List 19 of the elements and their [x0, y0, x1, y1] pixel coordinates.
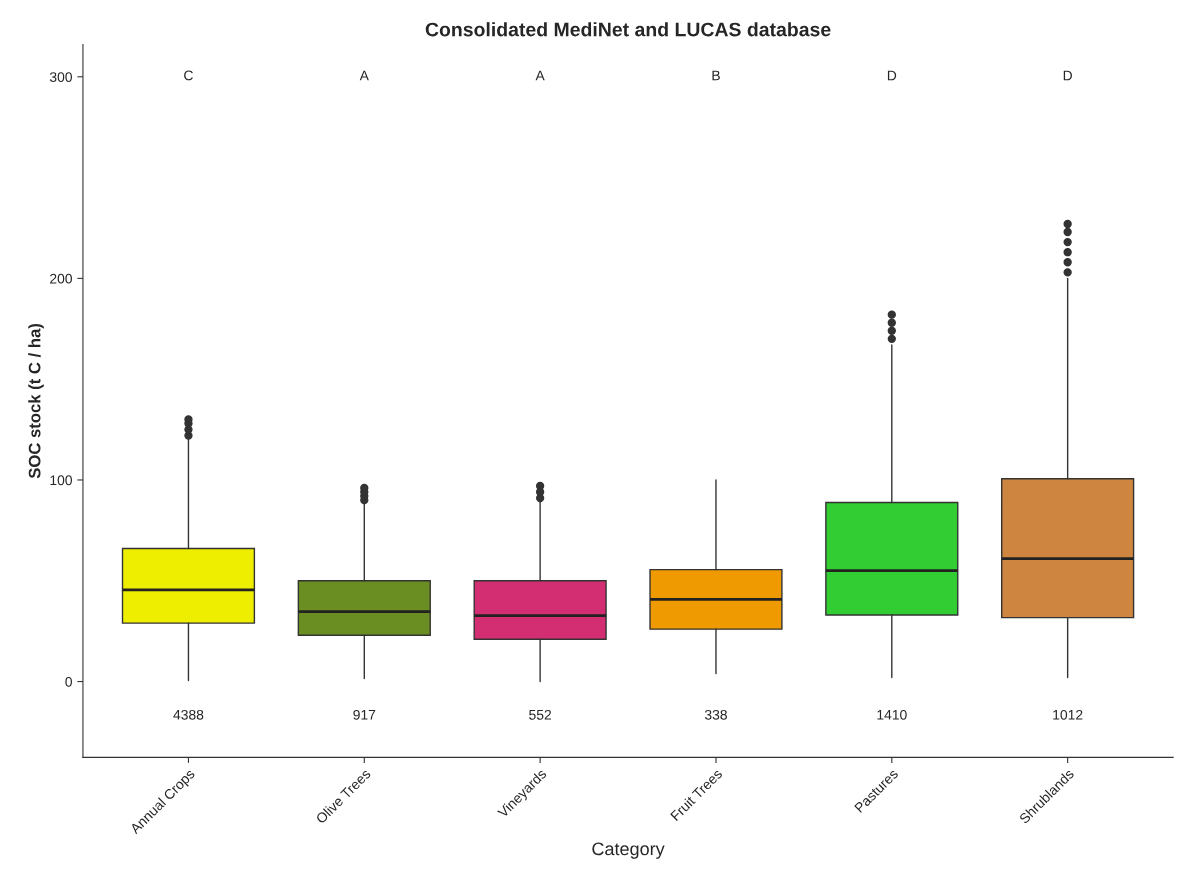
y-tick-label: 0 [65, 676, 72, 687]
y-tick-label: 200 [50, 273, 72, 284]
y-tick-label: 300 [49, 72, 72, 82]
y-tick-label: 100 [50, 475, 72, 486]
annotation: A [359, 70, 369, 81]
annotation: 1410 [877, 709, 907, 720]
annotation: C [184, 70, 193, 81]
y-axis-title: SOC stock (t C / ha) [28, 323, 44, 479]
annotation: 338 [704, 709, 727, 720]
annotation: 4388 [173, 709, 204, 720]
annotation: D [887, 70, 897, 81]
annotation: B [712, 70, 720, 81]
annotation: D [1063, 70, 1072, 81]
annotation: 917 [353, 709, 376, 720]
annotation: 1012 [1053, 709, 1083, 720]
annotation: A [535, 70, 545, 81]
x-axis-title: Category [592, 842, 665, 859]
chart-title: Consolidated MediNet and LUCAS database [425, 22, 831, 37]
annotation: 552 [529, 709, 552, 720]
